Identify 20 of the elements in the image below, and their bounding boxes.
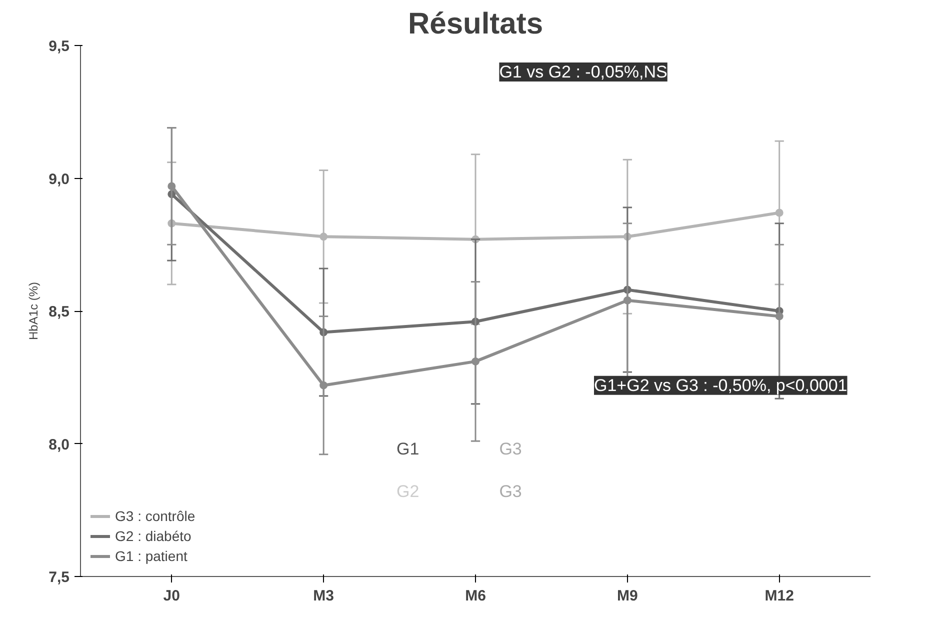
x-tick-label: J0	[163, 588, 180, 604]
annotation: G3	[499, 482, 522, 502]
x-tick-label: M6	[465, 588, 486, 604]
annotation: G1	[396, 440, 420, 459]
y-tick-label: 9,0	[48, 170, 70, 188]
y-tick-label: 7,5	[48, 569, 70, 586]
annotation: G1+G2 vs G3 : -0,50%, p<0,0001	[594, 376, 848, 395]
y-tick-label: 8,0	[48, 436, 70, 454]
legend-label: G1 : patient	[115, 548, 188, 564]
y-axis-title: HbA1c (%)	[26, 282, 41, 340]
legend-label: G3 : contrôle	[115, 508, 196, 524]
y-tick-label: 8,5	[48, 304, 70, 320]
x-tick-label: M12	[764, 588, 794, 604]
annotation: G3	[499, 440, 522, 459]
x-tick-label: M3	[313, 588, 334, 604]
annotation: G1 vs G2 : -0,05%,NS	[499, 62, 668, 82]
x-tick-label: M9	[617, 588, 638, 604]
chart-title: Résultats	[408, 8, 544, 40]
legend-label: G2 : diabéto	[115, 528, 192, 544]
y-tick-label: 9,5	[48, 38, 70, 55]
